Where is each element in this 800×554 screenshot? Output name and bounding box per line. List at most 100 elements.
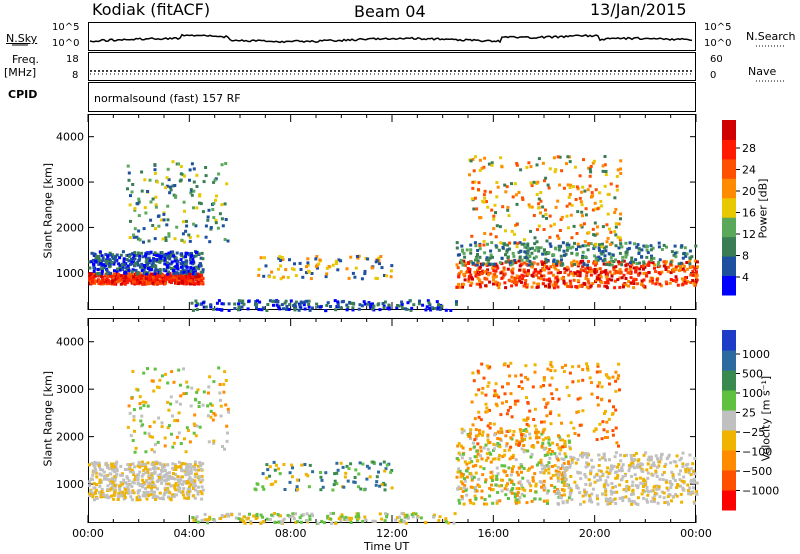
power-data-cell: [297, 308, 301, 312]
velocity-data-cell: [126, 485, 130, 489]
velocity-data-cell: [167, 408, 171, 412]
power-data-cell: [548, 279, 552, 283]
power-data-cell: [161, 273, 164, 277]
power-data-cell: [485, 200, 488, 204]
velocity-data-cell: [150, 379, 154, 383]
power-data-cell: [111, 253, 114, 257]
power-data-cell: [325, 266, 329, 270]
power-data-cell: [515, 274, 519, 278]
power-data-cell: [543, 261, 547, 265]
power-data-cell: [167, 270, 171, 274]
power-data-cell: [532, 180, 536, 184]
velocity-data-cell: [177, 460, 181, 464]
velocity-data-cell: [645, 468, 649, 472]
power-data-cell: [568, 186, 572, 189]
power-data-cell: [140, 273, 144, 277]
velocity-data-cell: [520, 439, 524, 443]
power-data-cell: [127, 171, 131, 175]
power-data-cell: [183, 273, 186, 277]
velocity-data-cell: [570, 460, 574, 464]
power-data-cell: [624, 268, 628, 272]
power-data-cell: [575, 253, 579, 257]
power-data-cell: [526, 272, 530, 276]
power-data-cell: [106, 254, 110, 258]
colorbar-swatch: [722, 330, 736, 351]
velocity-data-cell: [605, 420, 609, 424]
power-data-cell: [549, 244, 553, 248]
velocity-data-cell: [457, 451, 461, 455]
power-data-cell: [190, 193, 194, 197]
velocity-data-cell: [189, 404, 193, 408]
power-data-cell: [165, 184, 169, 188]
velocity-data-cell: [166, 486, 169, 490]
power-data-cell: [190, 162, 194, 166]
power-data-cell: [100, 272, 104, 275]
velocity-data-cell: [553, 464, 557, 468]
colorbar-tick-label: 8: [742, 250, 749, 263]
velocity-data-cell: [93, 470, 97, 474]
power-data-cell: [593, 221, 597, 225]
velocity-data-cell: [146, 471, 150, 475]
velocity-data-cell: [650, 489, 653, 493]
power-data-cell: [568, 193, 572, 196]
velocity-data-cell: [115, 472, 119, 476]
velocity-data-cell: [238, 512, 241, 516]
power-data-cell: [293, 304, 297, 308]
power-data-cell: [606, 192, 610, 196]
power-data-cell: [293, 262, 296, 266]
velocity-data-cell: [682, 475, 686, 479]
power-data-cell: [469, 283, 473, 287]
power-data-cell: [532, 261, 535, 265]
power-data-cell: [136, 251, 140, 255]
power-data-cell: [436, 306, 440, 310]
velocity-data-cell: [673, 479, 677, 482]
power-data-cell: [233, 307, 237, 310]
velocity-data-cell: [605, 430, 609, 434]
power-data-cell: [381, 302, 385, 305]
power-data-cell: [350, 301, 354, 305]
power-data-cell: [489, 249, 493, 253]
velocity-data-cell: [147, 494, 151, 497]
velocity-data-cell: [127, 404, 131, 408]
velocity-data-cell: [547, 471, 551, 475]
power-data-cell: [619, 159, 623, 163]
power-data-cell: [658, 272, 662, 276]
velocity-data-cell: [550, 376, 554, 380]
velocity-data-cell: [444, 517, 448, 521]
velocity-data-cell: [460, 431, 464, 435]
power-data-cell: [573, 241, 576, 245]
power-data-cell: [654, 270, 657, 273]
velocity-data-cell: [649, 499, 653, 503]
velocity-data-cell: [549, 476, 553, 480]
velocity-data-cell: [224, 403, 228, 407]
power-data-cell: [543, 248, 546, 252]
power-data-cell: [132, 260, 135, 264]
power-data-cell: [362, 300, 366, 304]
power-data-cell: [307, 269, 310, 273]
power-data-cell: [174, 265, 178, 268]
power-data-cell: [563, 253, 567, 257]
velocity-data-cell: [627, 497, 631, 501]
velocity-data-cell: [456, 470, 460, 474]
velocity-data-cell: [535, 433, 539, 437]
power-data-cell: [144, 282, 148, 286]
power-data-cell: [184, 255, 188, 259]
power-data-cell: [153, 259, 157, 263]
power-data-cell: [255, 302, 259, 306]
power-data-cell: [183, 282, 186, 285]
power-data-cell: [680, 244, 684, 248]
velocity-data-cell: [557, 502, 561, 506]
power-data-cell: [455, 300, 458, 304]
power-data-cell: [105, 262, 109, 265]
velocity-data-cell: [470, 478, 474, 482]
power-data-cell: [575, 285, 579, 289]
power-data-cell: [582, 158, 585, 162]
power-data-cell: [612, 266, 616, 270]
velocity-data-cell: [186, 496, 190, 500]
power-data-cell: [647, 271, 651, 274]
power-data-cell: [160, 251, 164, 254]
velocity-data-cell: [549, 422, 553, 426]
power-data-cell: [665, 245, 668, 249]
velocity-data-cell: [522, 438, 526, 441]
velocity-data-cell: [479, 445, 483, 449]
